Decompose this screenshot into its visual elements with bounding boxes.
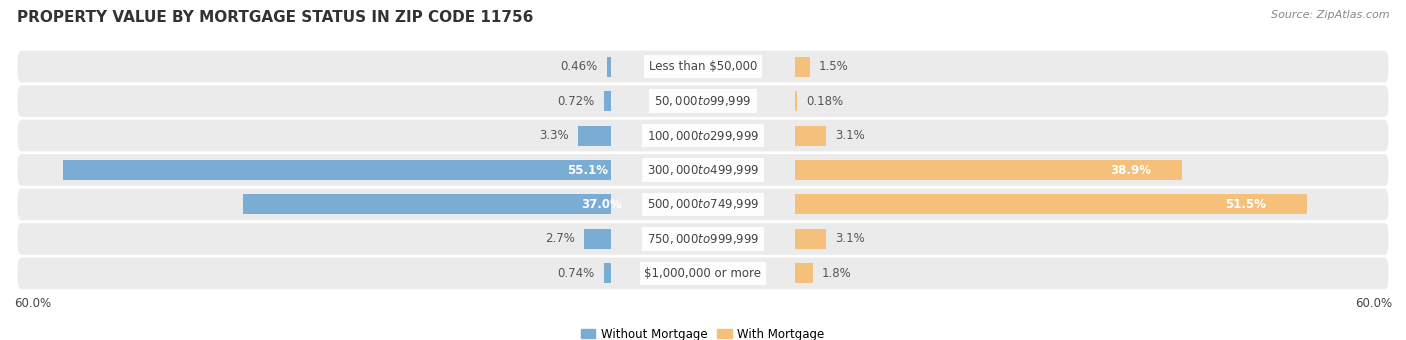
FancyBboxPatch shape: [17, 85, 1389, 117]
Bar: [794, 91, 797, 111]
Bar: [794, 56, 810, 76]
Text: $750,000 to $999,999: $750,000 to $999,999: [647, 232, 759, 246]
Bar: [243, 194, 612, 215]
Text: $300,000 to $499,999: $300,000 to $499,999: [647, 163, 759, 177]
Bar: [794, 194, 1308, 215]
Bar: [794, 229, 825, 249]
Bar: [605, 91, 612, 111]
Legend: Without Mortgage, With Mortgage: Without Mortgage, With Mortgage: [576, 323, 830, 340]
FancyBboxPatch shape: [17, 51, 1389, 83]
Bar: [585, 229, 612, 249]
Text: 0.72%: 0.72%: [558, 95, 595, 107]
Text: 2.7%: 2.7%: [546, 233, 575, 245]
Text: $100,000 to $299,999: $100,000 to $299,999: [647, 129, 759, 142]
Text: $1,000,000 or more: $1,000,000 or more: [644, 267, 762, 280]
Bar: [603, 264, 612, 284]
Text: 60.0%: 60.0%: [14, 297, 51, 310]
Text: 0.74%: 0.74%: [557, 267, 595, 280]
Bar: [578, 125, 612, 146]
Text: Source: ZipAtlas.com: Source: ZipAtlas.com: [1271, 10, 1389, 20]
Text: $500,000 to $749,999: $500,000 to $749,999: [647, 198, 759, 211]
Text: $50,000 to $99,999: $50,000 to $99,999: [654, 94, 752, 108]
FancyBboxPatch shape: [17, 257, 1389, 289]
Text: 37.0%: 37.0%: [582, 198, 623, 211]
FancyBboxPatch shape: [17, 223, 1389, 255]
FancyBboxPatch shape: [17, 154, 1389, 186]
FancyBboxPatch shape: [17, 189, 1389, 220]
Bar: [794, 160, 1182, 180]
Bar: [794, 125, 825, 146]
Bar: [606, 56, 612, 76]
Text: 0.46%: 0.46%: [560, 60, 598, 73]
Text: 3.3%: 3.3%: [540, 129, 569, 142]
Text: 60.0%: 60.0%: [1355, 297, 1392, 310]
Bar: [794, 264, 813, 284]
Text: Less than $50,000: Less than $50,000: [648, 60, 758, 73]
Text: 3.1%: 3.1%: [835, 233, 865, 245]
FancyBboxPatch shape: [17, 120, 1389, 151]
Text: 55.1%: 55.1%: [567, 164, 609, 176]
Bar: [63, 160, 612, 180]
Text: 51.5%: 51.5%: [1226, 198, 1267, 211]
Text: 1.8%: 1.8%: [823, 267, 852, 280]
Text: 0.18%: 0.18%: [806, 95, 844, 107]
Text: PROPERTY VALUE BY MORTGAGE STATUS IN ZIP CODE 11756: PROPERTY VALUE BY MORTGAGE STATUS IN ZIP…: [17, 10, 533, 25]
Text: 3.1%: 3.1%: [835, 129, 865, 142]
Text: 38.9%: 38.9%: [1109, 164, 1152, 176]
Text: 1.5%: 1.5%: [818, 60, 849, 73]
